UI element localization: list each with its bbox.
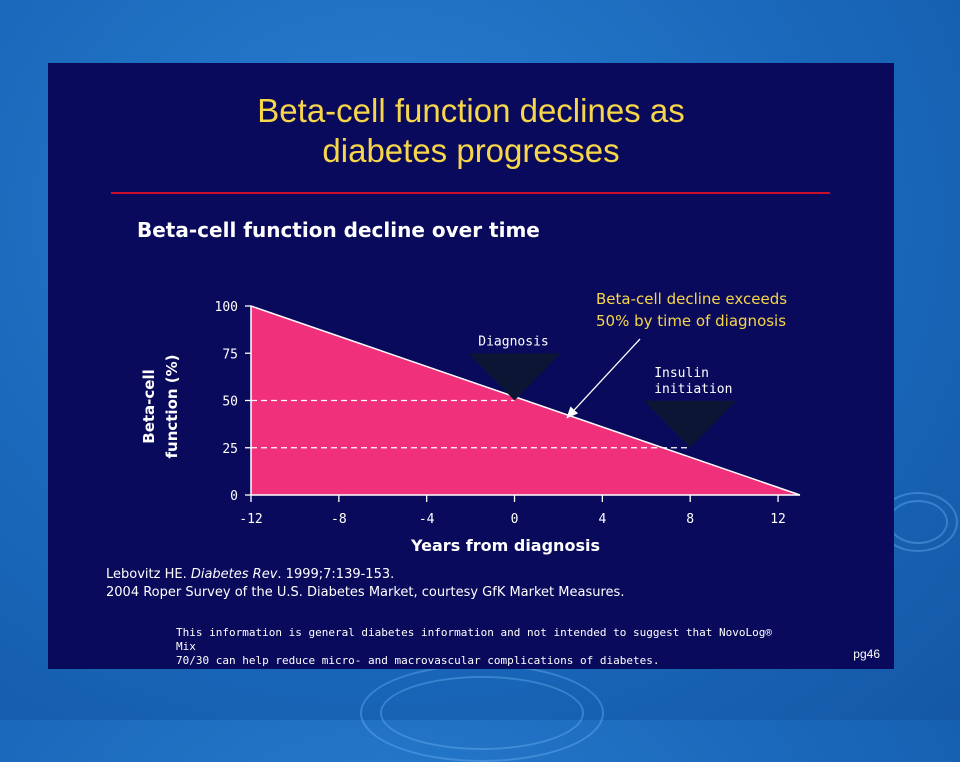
disclaimer-line1: This information is general diabetes inf… [176, 626, 773, 653]
slide-title: Beta-cell function declines as diabetes … [48, 91, 894, 171]
y-tick-label: 75 [222, 347, 238, 362]
title-divider [111, 192, 830, 194]
callout-arrow [566, 338, 641, 419]
callout-text: 50% by time of diagnosis [596, 312, 786, 330]
ripple-decoration [360, 664, 604, 762]
y-tick-label: 50 [222, 395, 238, 410]
x-tick-label: -8 [331, 512, 347, 527]
slide-title-line2: diabetes progresses [322, 132, 620, 169]
marker-triangle-1 [644, 400, 737, 448]
reference-author: Lebovitz HE. [106, 567, 191, 582]
reference-line-2: 2004 Roper Survey of the U.S. Diabetes M… [106, 585, 625, 600]
marker-label: initiation [654, 382, 732, 397]
disclaimer-line2: 70/30 can help reduce micro- and macrova… [176, 654, 660, 667]
disclaimer: This information is general diabetes inf… [176, 626, 796, 668]
page-number: pg46 [853, 647, 880, 661]
chart: 0 25 50 75 100 -12 -8 -4 0 4 8 12 Years from diagnos… [140, 290, 801, 555]
marker-label: Diagnosis [478, 335, 548, 350]
y-axis-label-line1: Beta-cell [140, 369, 158, 443]
marker-triangle-0 [468, 353, 561, 401]
slide-panel: Beta-cell function declines as diabetes … [48, 63, 894, 669]
x-axis-label: Years from diagnosis [410, 536, 600, 555]
reference-journal: Diabetes Rev [190, 567, 278, 582]
callout-text: Beta-cell decline exceeds [596, 290, 787, 308]
x-tick-label: 0 [511, 512, 519, 527]
chart-subtitle: Beta-cell function decline over time [137, 218, 540, 242]
y-axis-label-line2: function (%) [163, 354, 181, 458]
y-tick-label: 25 [222, 442, 238, 457]
y-tick-label: 0 [230, 489, 238, 504]
x-tick-label: -4 [419, 512, 435, 527]
x-tick-label: 4 [598, 512, 606, 527]
slide-title-line1: Beta-cell function declines as [257, 92, 685, 129]
decline-line [250, 305, 801, 496]
reference-details: . 1999;7:139-153. [277, 567, 395, 582]
x-tick-label: 8 [686, 512, 694, 527]
reference-line-1: Lebovitz HE. Diabetes Rev. 1999;7:139-15… [106, 567, 394, 582]
y-tick-label: 100 [215, 300, 238, 315]
x-tick-label: -12 [239, 512, 262, 527]
marker-label: Insulin [654, 366, 709, 381]
x-tick-label: 12 [770, 512, 786, 527]
